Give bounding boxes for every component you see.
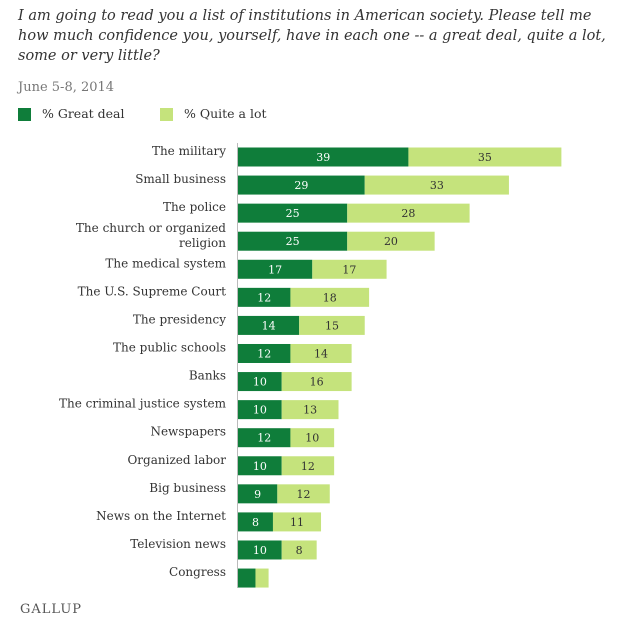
data-label-news-on-the-internet-great-deal: 8 bbox=[252, 516, 259, 529]
data-label-organized-labor-great-deal: 10 bbox=[253, 460, 267, 473]
bar-the-criminal-justice-system-great-deal bbox=[238, 400, 282, 420]
bar-the-police-great-deal bbox=[238, 203, 348, 223]
data-label-small-business-great-deal: 29 bbox=[294, 179, 308, 192]
bar-the-medical-system-quite-a-lot bbox=[312, 259, 387, 279]
data-label-television-news-great-deal: 10 bbox=[253, 544, 267, 557]
legend-swatch-great-deal bbox=[18, 108, 31, 121]
category-label-big-business: Big business bbox=[149, 481, 226, 495]
category-label-small-business: Small business bbox=[135, 172, 226, 186]
data-label-the-public-schools-quite-a-lot: 14 bbox=[314, 347, 328, 360]
category-label-television-news: Television news bbox=[130, 537, 226, 551]
bar-organized-labor-quite-a-lot bbox=[281, 456, 335, 476]
bar-the-presidency-great-deal bbox=[238, 315, 300, 335]
data-label-the-presidency-great-deal: 14 bbox=[262, 319, 276, 332]
data-label-the-medical-system-quite-a-lot: 17 bbox=[342, 263, 356, 276]
data-label-the-church-or-organized-religion-great-deal: 25 bbox=[286, 235, 300, 248]
data-label-television-news-quite-a-lot: 8 bbox=[296, 544, 303, 557]
bar-big-business-quite-a-lot bbox=[277, 484, 330, 504]
data-label-the-military-great-deal: 39 bbox=[316, 151, 330, 164]
data-label-the-criminal-justice-system-great-deal: 10 bbox=[253, 404, 267, 417]
data-label-the-u-s-supreme-court-quite-a-lot: 18 bbox=[323, 291, 337, 304]
bar-the-public-schools-great-deal bbox=[238, 343, 291, 363]
bar-the-medical-system-great-deal bbox=[238, 259, 313, 279]
chart-title: I am going to read you a list of institu… bbox=[18, 8, 606, 64]
bar-the-u-s-supreme-court-great-deal bbox=[238, 287, 291, 307]
bar-the-police-quite-a-lot bbox=[347, 203, 470, 223]
data-label-the-medical-system-great-deal: 17 bbox=[268, 263, 282, 276]
legend-swatch-quite-a-lot bbox=[160, 108, 173, 121]
bar-the-presidency-quite-a-lot bbox=[299, 315, 365, 335]
bar-the-military-quite-a-lot bbox=[408, 147, 562, 167]
bar-the-church-or-organized-religion-great-deal bbox=[238, 231, 348, 251]
category-label-the-military: The military bbox=[152, 144, 226, 158]
bar-organized-labor-great-deal bbox=[238, 456, 282, 476]
category-label-the-public-schools: The public schools bbox=[113, 340, 226, 354]
bar-newspapers-quite-a-lot bbox=[290, 428, 335, 448]
data-label-the-police-great-deal: 25 bbox=[286, 207, 300, 220]
data-label-newspapers-great-deal: 12 bbox=[257, 432, 271, 445]
chart-subtitle: June 5-8, 2014 bbox=[18, 80, 115, 95]
data-label-big-business-great-deal: 9 bbox=[254, 488, 261, 501]
bar-television-news-quite-a-lot bbox=[281, 540, 317, 560]
legend-label-great-deal: % Great deal bbox=[42, 106, 125, 121]
bar-big-business-great-deal bbox=[238, 484, 278, 504]
data-label-big-business-quite-a-lot: 12 bbox=[297, 488, 311, 501]
category-label-banks: Banks bbox=[189, 369, 226, 383]
category-label-the-u-s-supreme-court: The U.S. Supreme Court bbox=[78, 284, 227, 298]
bar-the-u-s-supreme-court-quite-a-lot bbox=[290, 287, 370, 307]
data-label-the-criminal-justice-system-quite-a-lot: 13 bbox=[303, 404, 317, 417]
bar-banks-great-deal bbox=[238, 372, 282, 392]
data-label-the-military-quite-a-lot: 35 bbox=[478, 151, 492, 164]
bar-the-public-schools-quite-a-lot bbox=[290, 343, 352, 363]
data-label-the-public-schools-great-deal: 12 bbox=[257, 347, 271, 360]
bar-the-military-great-deal bbox=[238, 147, 409, 167]
category-label-the-police: The police bbox=[163, 200, 226, 214]
bar-the-church-or-organized-religion-quite-a-lot bbox=[347, 231, 435, 251]
bar-newspapers-great-deal bbox=[238, 428, 291, 448]
category-label-congress: Congress bbox=[169, 565, 226, 579]
bar-chart: The military 39 35 Small business 29 33 The po… bbox=[59, 143, 562, 588]
bar-news-on-the-internet-quite-a-lot bbox=[272, 512, 322, 532]
category-label-newspapers: Newspapers bbox=[150, 425, 226, 439]
category-label-the-medical-system: The medical system bbox=[105, 256, 226, 270]
data-label-news-on-the-internet-quite-a-lot: 11 bbox=[290, 516, 304, 529]
data-label-the-presidency-quite-a-lot: 15 bbox=[325, 319, 339, 332]
bar-banks-quite-a-lot bbox=[281, 372, 352, 392]
bar-news-on-the-internet-great-deal bbox=[238, 512, 273, 532]
bar-congress-quite-a-lot bbox=[255, 568, 269, 588]
legend-label-quite-a-lot: % Quite a lot bbox=[184, 106, 267, 121]
data-label-small-business-quite-a-lot: 33 bbox=[430, 179, 444, 192]
bar-the-criminal-justice-system-quite-a-lot bbox=[281, 400, 339, 420]
category-label-the-church-or-organized-religion: The church or organized religion bbox=[76, 221, 226, 250]
data-label-the-u-s-supreme-court-great-deal: 12 bbox=[257, 291, 271, 304]
category-label-organized-labor: Organized labor bbox=[127, 453, 226, 467]
data-label-the-police-quite-a-lot: 28 bbox=[401, 207, 415, 220]
bar-congress-great-deal bbox=[238, 568, 256, 588]
gallup-logo: GALLUP bbox=[20, 602, 83, 617]
bar-small-business-quite-a-lot bbox=[364, 175, 509, 195]
data-label-newspapers-quite-a-lot: 10 bbox=[305, 432, 319, 445]
category-label-news-on-the-internet: News on the Internet bbox=[96, 509, 226, 523]
data-label-banks-great-deal: 10 bbox=[253, 376, 267, 389]
category-label-the-criminal-justice-system: The criminal justice system bbox=[59, 397, 227, 411]
bar-television-news-great-deal bbox=[238, 540, 282, 560]
category-label-the-presidency: The presidency bbox=[133, 312, 226, 326]
bar-small-business-great-deal bbox=[238, 175, 365, 195]
data-label-the-church-or-organized-religion-quite-a-lot: 20 bbox=[384, 235, 398, 248]
data-label-banks-quite-a-lot: 16 bbox=[310, 376, 324, 389]
data-label-organized-labor-quite-a-lot: 12 bbox=[301, 460, 315, 473]
